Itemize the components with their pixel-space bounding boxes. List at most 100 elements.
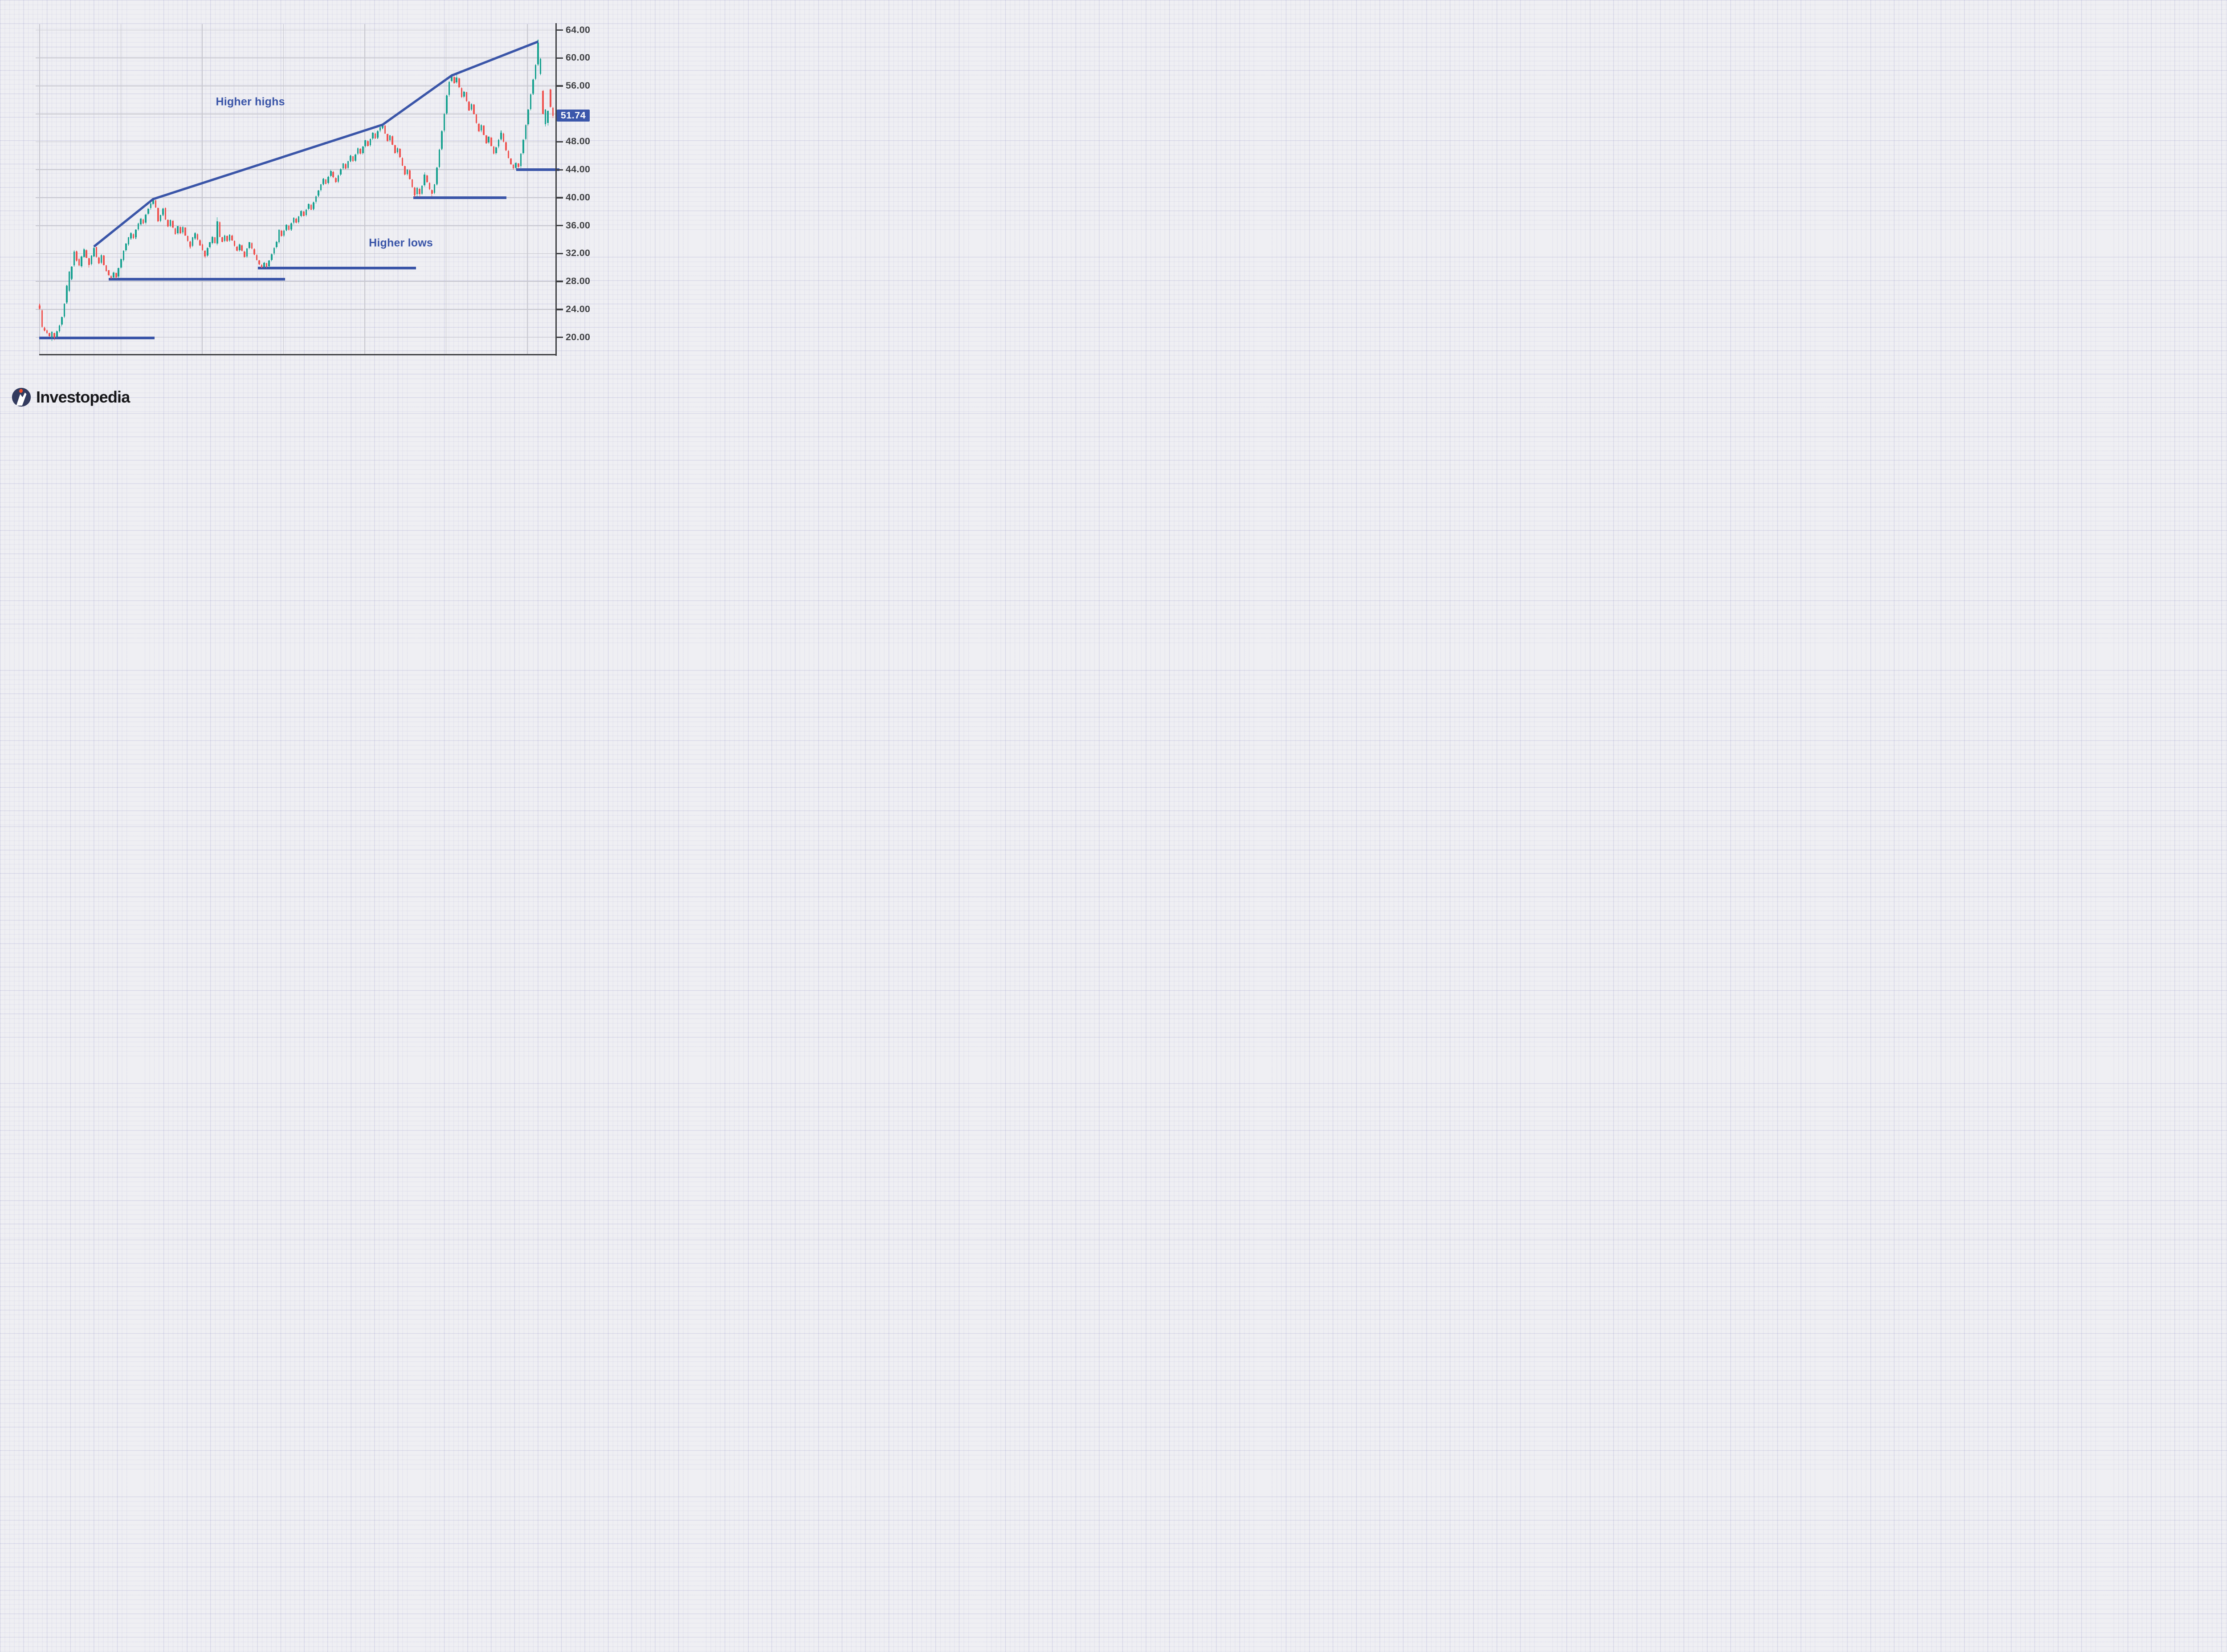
- candle-body: [125, 244, 127, 250]
- candle-body: [364, 140, 367, 146]
- candle-body: [268, 260, 270, 266]
- candle-body: [443, 114, 445, 131]
- candle-body: [387, 134, 388, 141]
- candle-body: [347, 161, 349, 168]
- investopedia-logo-icon: [12, 387, 31, 407]
- y-axis-tick-label: 48.00: [566, 136, 591, 147]
- candle-body: [132, 234, 135, 238]
- candle-body: [310, 204, 312, 210]
- candle-body: [63, 304, 65, 317]
- candle-body: [214, 237, 216, 243]
- candle-body: [174, 228, 176, 234]
- candle-body: [374, 133, 376, 138]
- y-axis-tick-mark: [556, 309, 563, 310]
- candle-body: [517, 163, 519, 167]
- candle-body: [426, 175, 428, 183]
- gridline-vertical: [445, 24, 447, 354]
- candle-body: [441, 131, 443, 149]
- candle-body: [500, 133, 502, 139]
- candle-body: [475, 114, 477, 123]
- candle-body: [433, 184, 436, 193]
- candle-body: [453, 77, 455, 83]
- investopedia-logo: Investopedia: [12, 387, 130, 407]
- candle-body: [352, 156, 354, 162]
- candle-body: [238, 244, 241, 250]
- candle-body: [428, 183, 431, 190]
- candle-body: [532, 79, 534, 94]
- y-axis-tick-mark: [556, 225, 563, 227]
- candle-body: [399, 149, 401, 157]
- candle-body: [337, 175, 339, 182]
- candle-body: [118, 268, 120, 277]
- candle-body: [421, 186, 423, 194]
- candle-body: [78, 259, 80, 266]
- investopedia-logo-text: Investopedia: [36, 388, 130, 406]
- candle-body: [342, 163, 344, 169]
- gridline-vertical: [283, 24, 284, 354]
- candle-body: [451, 76, 453, 81]
- candle-body: [137, 224, 139, 229]
- candle-body: [83, 249, 85, 257]
- candle-body: [61, 317, 63, 325]
- candle-body: [177, 226, 179, 233]
- candle-body: [485, 135, 487, 143]
- candle-body: [221, 237, 223, 242]
- candle-body: [493, 146, 495, 154]
- candle-body: [251, 243, 253, 249]
- candle-body: [520, 154, 522, 167]
- candle-body: [463, 91, 465, 97]
- candle-body: [382, 125, 383, 128]
- candle-body: [315, 196, 317, 202]
- higher-low-support-line: [516, 168, 559, 171]
- candle-body: [401, 158, 404, 166]
- candle-body: [273, 248, 275, 254]
- candle-body: [300, 211, 302, 216]
- canvas: { "branding": { "logo_text": "Investoped…: [0, 0, 632, 413]
- candle-body: [480, 125, 482, 131]
- candle-body: [182, 227, 184, 233]
- gridline-vertical: [364, 24, 365, 354]
- candle-body: [350, 155, 351, 161]
- y-axis-tick-mark: [556, 281, 563, 282]
- candle-body: [392, 136, 393, 145]
- candle-body: [335, 178, 337, 183]
- candle-body: [142, 219, 144, 224]
- y-axis-tick-mark: [556, 141, 563, 143]
- candle-body: [377, 131, 379, 138]
- candle-body: [288, 225, 290, 230]
- candle-body: [490, 138, 492, 146]
- candle-body: [209, 242, 211, 248]
- candle-body: [512, 165, 514, 169]
- candle-body: [115, 273, 117, 277]
- candle-body: [384, 126, 386, 134]
- candle-body: [542, 90, 544, 114]
- candle-body: [308, 204, 310, 209]
- candle-body: [147, 209, 149, 214]
- candle-body: [206, 248, 208, 256]
- gridline-horizontal: [36, 281, 556, 282]
- candle-body: [56, 331, 58, 337]
- candle-body: [157, 208, 159, 222]
- candle-body: [547, 111, 549, 123]
- candle-body: [58, 326, 61, 331]
- candle-body: [549, 89, 551, 107]
- candle-body: [135, 230, 137, 238]
- candle-body: [505, 142, 507, 151]
- candle-body: [389, 135, 391, 141]
- candle-body: [340, 169, 342, 175]
- y-axis-tick-mark: [556, 336, 563, 338]
- candle-body: [369, 139, 371, 146]
- candle-body: [438, 149, 441, 167]
- candle-body: [236, 246, 238, 251]
- gridline-vertical: [202, 24, 203, 354]
- candle-body: [90, 256, 93, 264]
- candle-body: [458, 78, 460, 88]
- x-axis-line: [39, 354, 557, 356]
- candle-body: [172, 220, 174, 228]
- candle-body: [192, 237, 194, 246]
- candle-body: [534, 65, 537, 79]
- y-axis-tick-mark: [556, 252, 563, 255]
- candle-body: [120, 259, 122, 268]
- y-axis-tick-label: 24.00: [566, 303, 591, 314]
- candle-body: [537, 42, 539, 65]
